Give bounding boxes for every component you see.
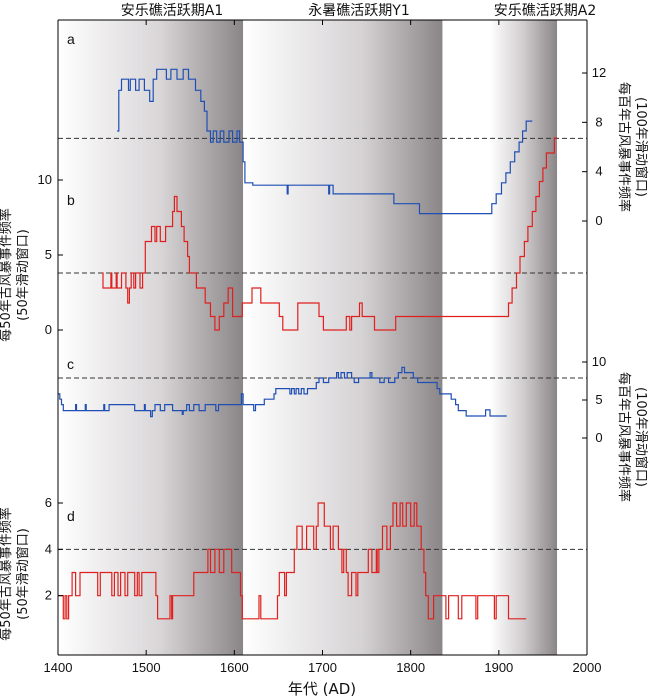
panel-letter-d: d xyxy=(67,508,75,524)
y-tick-label-c: 0 xyxy=(595,430,602,445)
x-axis-title: 年代 (AD) xyxy=(288,680,356,698)
y-tick-label-d: 6 xyxy=(45,495,52,510)
x-tick-label: 1500 xyxy=(132,660,161,675)
ylabel-left-bottom-sub: (50年滑动窗口) xyxy=(15,528,31,620)
ylabel-right-bottom-sub: (100年滑动窗口) xyxy=(633,387,649,487)
ylabel-right-bottom: 每百年古风暴事件频率 xyxy=(616,372,632,502)
series-line-a xyxy=(117,68,533,215)
phase-label: 安乐礁活跃期A1 xyxy=(121,3,223,19)
x-tick-label: 1800 xyxy=(396,660,425,675)
phase-shade xyxy=(243,20,443,655)
y-tick-label-c: 10 xyxy=(592,354,606,369)
y-tick-label-d: 2 xyxy=(45,588,52,603)
x-tick-label: 2000 xyxy=(573,660,602,675)
x-tick-label: 1700 xyxy=(308,660,337,675)
y-tick-label-d: 4 xyxy=(45,541,52,556)
phase-label: 安乐礁活跃期A2 xyxy=(494,3,596,19)
axis-titles: 每50年古风暴事件频率 (50年滑动窗口)每百年古风暴事件频率 (100年滑动窗口)… xyxy=(0,82,649,698)
phase-labels: 安乐礁活跃期A1 永暑礁活跃期Y1 安乐礁活跃期A2 xyxy=(121,3,596,19)
ylabel-left-bottom: 每50年古风暴事件频率 xyxy=(0,507,14,641)
x-tick-label: 1900 xyxy=(484,660,513,675)
y-tick-label-a: 4 xyxy=(595,164,602,179)
panel-letter-c: c xyxy=(67,356,74,372)
panel-letter-a: a xyxy=(67,31,75,47)
phase-label: 永暑礁活跃期Y1 xyxy=(308,3,409,19)
ylabel-right-top-sub: (100年滑动窗口) xyxy=(633,97,649,197)
x-tick-label: 1400 xyxy=(44,660,73,675)
x-tick-label: 1600 xyxy=(220,660,249,675)
y-tick-label-a: 12 xyxy=(592,65,606,80)
ylabel-right-top: 每百年古风暴事件频率 xyxy=(616,82,632,212)
y-tick-label-a: 8 xyxy=(595,114,602,129)
y-tick-label-b: 5 xyxy=(45,247,52,262)
tick-labels: 1400 1500 1600 1700 1800 1900 2000 0 4 8 12 0 5 10 0 5 1… xyxy=(38,65,607,675)
y-tick-label-b: 10 xyxy=(38,172,52,187)
data-series xyxy=(58,68,557,620)
y-tick-label-b: 0 xyxy=(45,322,52,337)
ylabel-left-top: 每50年古风暴事件频率 xyxy=(0,208,14,342)
axes xyxy=(57,19,588,656)
series-line-c xyxy=(58,366,507,418)
series-line-b xyxy=(102,137,557,331)
phase-shade xyxy=(490,20,558,655)
activity-phase-shading xyxy=(58,20,558,655)
y-tick-label-c: 5 xyxy=(595,392,602,407)
ylabel-left-top-sub: (50年滑动窗口) xyxy=(15,229,31,321)
y-tick-label-a: 0 xyxy=(595,213,602,228)
panel-letters: a b c d xyxy=(67,31,75,524)
series-line-d xyxy=(58,502,527,620)
panel-letter-b: b xyxy=(67,192,75,208)
